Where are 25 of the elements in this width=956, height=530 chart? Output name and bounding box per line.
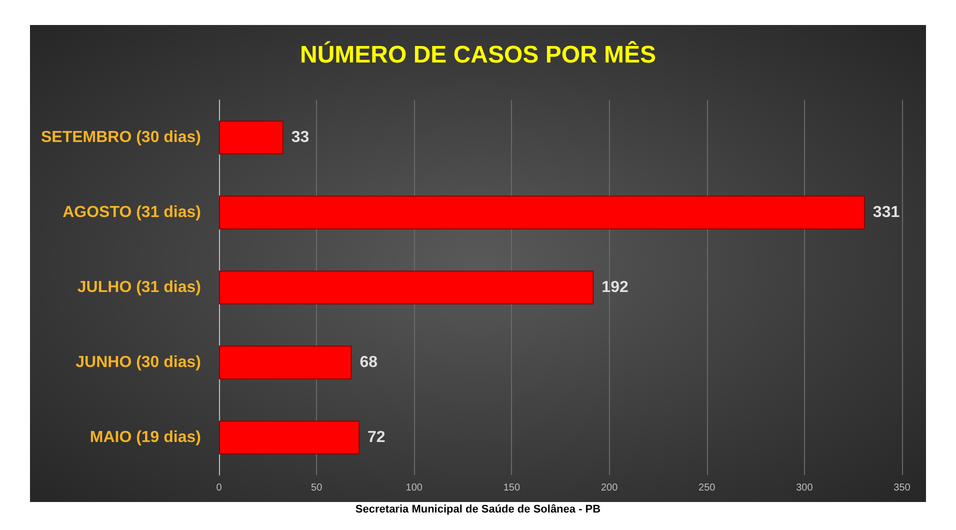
x-tick-label: 50 [311,482,323,494]
x-tick-label: 250 [698,482,716,494]
bar [219,120,284,154]
bar [219,420,360,454]
y-tick-label: SETEMBRO (30 dias) [40,129,201,146]
x-tick-label: 0 [216,482,222,494]
data-label: 72 [368,429,386,446]
x-tick-label: 350 [894,482,911,494]
data-label: 68 [360,354,378,371]
chart-title: NÚMERO DE CASOS POR MÊS [300,40,656,68]
bar [219,346,352,380]
bar [219,196,865,230]
y-tick-label: MAIO (19 dias) [90,429,201,446]
text: Secretaria Municipal de Saúde de Solânea - PB [355,504,601,516]
data-label: 331 [872,204,900,221]
x-tick-label: 200 [600,482,618,494]
data-label: 192 [602,279,628,296]
y-tick-label: AGOSTO (31 dias) [62,204,201,221]
data-label: 33 [291,129,310,146]
x-tick-label: 150 [503,482,520,494]
y-tick-label: JULHO (31 dias) [77,279,201,296]
y-tick-label: JUNHO (30 dias) [76,354,201,371]
x-tick-label: 100 [406,482,423,494]
bar [219,270,594,304]
x-tick-label: 300 [796,482,814,494]
